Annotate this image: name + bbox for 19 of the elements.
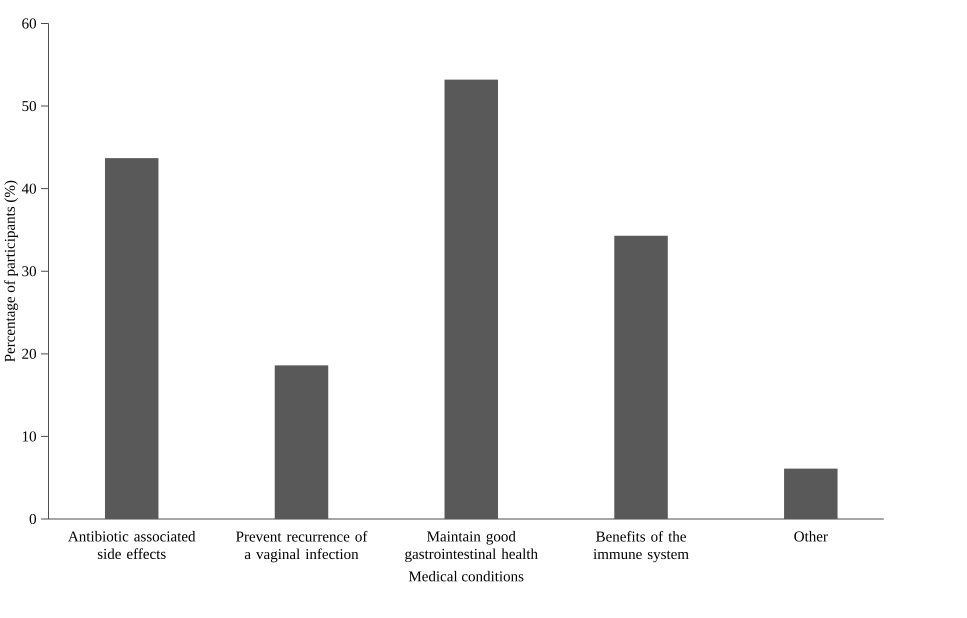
y-tick-label: 10 — [22, 431, 36, 442]
bar — [614, 235, 668, 519]
x-tick-label: Prevent recurrence of a vaginal infection — [236, 530, 368, 562]
bar — [274, 365, 328, 519]
y-tick-label: 20 — [22, 348, 36, 359]
y-tick-label: 50 — [22, 100, 36, 111]
x-tick-label: Other — [794, 530, 828, 542]
x-tick-label: Benefits of the immune system — [593, 530, 689, 562]
bar — [784, 468, 838, 519]
y-tick-label: 40 — [22, 183, 36, 194]
x-tick-label: Antibiotic associated side effects — [68, 530, 196, 559]
y-tick-label: 0 — [30, 514, 36, 524]
y-tick-label: 30 — [22, 266, 36, 276]
x-tick-label: Maintain good gastrointestinal health — [405, 530, 538, 562]
y-tick-label: 60 — [22, 18, 36, 28]
bar — [104, 158, 158, 519]
bar — [444, 79, 498, 519]
y-axis-title: Percentage of participants (%) — [4, 180, 18, 362]
x-axis-title: Medical conditions — [408, 570, 524, 582]
